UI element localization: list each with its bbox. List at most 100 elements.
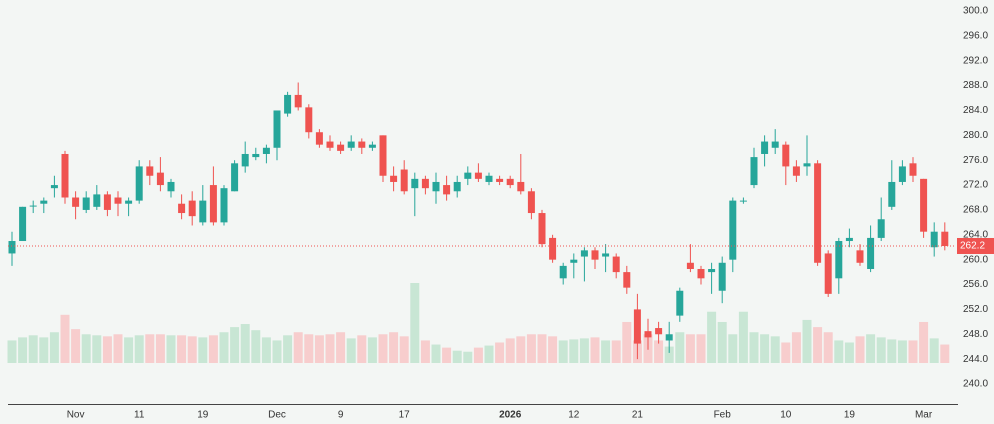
volume-bar xyxy=(325,334,335,363)
candle-body xyxy=(580,250,588,257)
candle-body xyxy=(284,94,292,114)
candle-body xyxy=(400,169,408,192)
volume-bar xyxy=(813,327,823,363)
candle-body xyxy=(358,141,366,148)
x-tick-label: 17 xyxy=(399,410,411,421)
volume-bar xyxy=(293,332,303,363)
candle-body xyxy=(761,141,769,154)
volume-bar xyxy=(367,337,377,363)
y-tick-label: 280.0 xyxy=(963,130,988,141)
candle-body xyxy=(220,188,228,223)
candle-body xyxy=(771,141,779,148)
candle-body xyxy=(40,200,48,204)
volume-bar xyxy=(844,342,854,363)
candle-body xyxy=(739,200,747,202)
candle-body xyxy=(326,141,334,148)
volume-bar xyxy=(92,335,102,363)
candle-body xyxy=(421,178,429,189)
candle-body xyxy=(824,253,832,294)
candle-body xyxy=(718,262,726,291)
volume-bar xyxy=(81,334,91,363)
x-tick-label: 11 xyxy=(134,410,145,421)
y-tick-label: 296.0 xyxy=(963,31,988,42)
y-tick-label: 244.0 xyxy=(963,354,988,365)
y-tick-label: 260.0 xyxy=(963,254,988,265)
volume-bar xyxy=(473,347,483,363)
candle-body xyxy=(125,200,133,204)
candle-body xyxy=(19,206,27,242)
candle-body xyxy=(114,197,122,204)
volume-bar xyxy=(887,339,897,363)
volume-bar xyxy=(378,334,388,363)
volume-bar xyxy=(336,332,346,363)
candle-body xyxy=(305,107,313,133)
volume-bar xyxy=(71,329,81,363)
volume-bar xyxy=(940,344,950,363)
volume-bar xyxy=(208,335,218,363)
y-tick-label: 276.0 xyxy=(963,155,988,166)
y-tick-label: 292.0 xyxy=(963,55,988,66)
candle-body xyxy=(82,197,90,210)
volume-bar xyxy=(18,337,28,363)
volume-bar xyxy=(929,338,939,363)
candle-body xyxy=(644,331,652,338)
last-price-box xyxy=(957,237,994,254)
candle-body xyxy=(262,147,270,154)
candle-body xyxy=(496,178,504,182)
volume-bar xyxy=(526,334,536,363)
volume-bar xyxy=(495,342,505,363)
candle-body xyxy=(538,213,546,245)
volume-bar xyxy=(897,340,907,363)
volume-bar xyxy=(39,337,49,363)
candle-body xyxy=(368,144,376,148)
candle-body xyxy=(920,178,928,232)
volume-bar xyxy=(177,335,187,363)
volume-bar xyxy=(187,336,197,363)
candle-body xyxy=(708,268,716,273)
candle-body xyxy=(146,166,154,176)
volume-bar xyxy=(664,346,674,363)
candle-body xyxy=(898,166,906,182)
candle-body xyxy=(506,178,514,186)
volume-bar xyxy=(283,335,293,363)
volume-bar xyxy=(134,335,144,363)
volume-bar xyxy=(431,344,441,363)
volume-bar xyxy=(866,334,876,363)
y-tick-label: 300.0 xyxy=(963,6,988,17)
candle-body xyxy=(559,265,567,279)
volume-bar xyxy=(855,336,865,363)
volume-bar xyxy=(261,337,271,363)
volume-bar xyxy=(611,340,621,363)
candle-body xyxy=(167,181,175,192)
candle-body xyxy=(517,181,525,192)
candle-body xyxy=(178,203,186,214)
volume-bar xyxy=(919,321,929,363)
volume-bar xyxy=(760,334,770,363)
y-tick-label: 256.0 xyxy=(963,279,988,290)
x-tick-label: Nov xyxy=(67,410,85,421)
candle-body xyxy=(665,334,673,341)
candle-body xyxy=(294,94,302,108)
candle-body xyxy=(156,172,164,186)
candle-body xyxy=(474,172,482,179)
candle-body xyxy=(135,166,143,201)
volume-bar xyxy=(357,335,367,363)
volume-bar xyxy=(558,340,568,363)
volume-bar xyxy=(717,321,727,363)
volume-bar xyxy=(102,336,112,363)
volume-bar xyxy=(569,339,579,363)
volume-bar xyxy=(251,330,261,363)
candle-body xyxy=(782,144,790,167)
candle-body xyxy=(835,241,843,279)
candle-body xyxy=(432,181,440,192)
volume-bar xyxy=(219,332,229,363)
volume-bar xyxy=(314,335,324,363)
x-tick-label: 12 xyxy=(568,410,580,421)
candle-body xyxy=(103,194,111,210)
candle-body xyxy=(93,194,101,207)
candle-body xyxy=(633,309,641,344)
candle-body xyxy=(464,172,472,179)
candle-body xyxy=(252,153,260,158)
candle-body xyxy=(188,200,196,217)
volume-bar xyxy=(590,337,600,363)
